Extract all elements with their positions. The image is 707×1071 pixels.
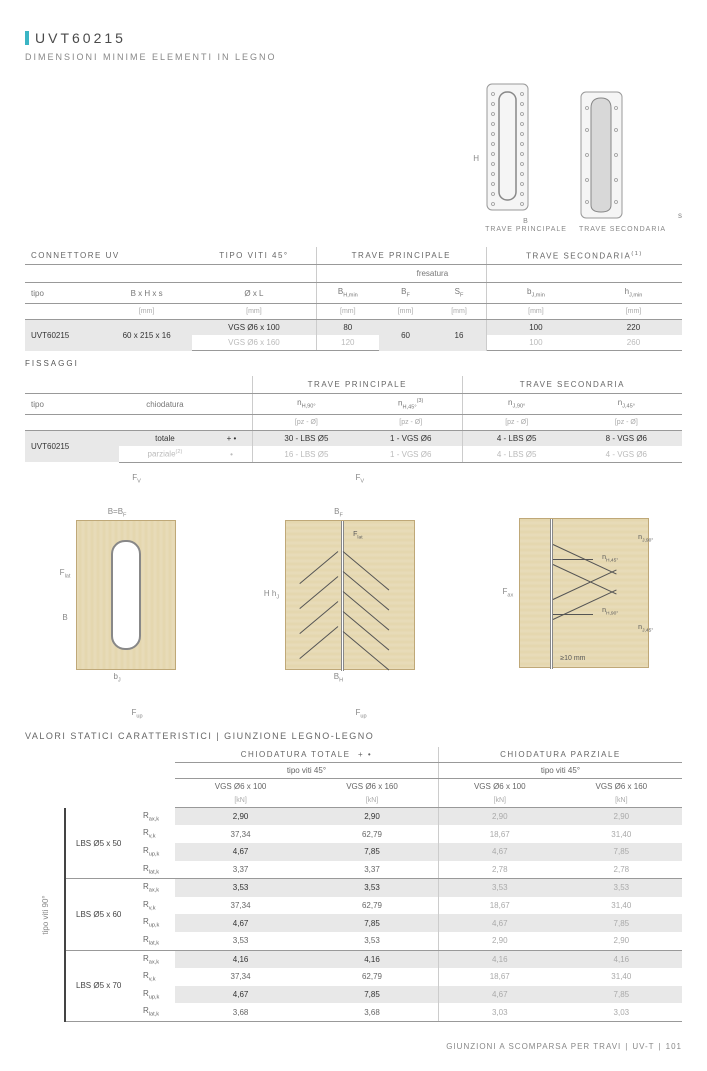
dimensions-table: CONNETTORE UV TIPO VITI 45° TRAVE PRINCI…: [25, 247, 682, 351]
page-title: UVT60215: [35, 30, 126, 46]
col-trave-princ: TRAVE PRINCIPALE: [316, 247, 486, 265]
diagram-2: BF H hJ Flat BH: [262, 507, 415, 686]
table-row: LBS Ø5 x 70Rax,k4,164,164,164,16: [25, 950, 682, 968]
connector-illustrations: H BT: [25, 82, 682, 235]
fissaggi-table: TRAVE PRINCIPALE TRAVE SECONDARIA tipo c…: [25, 376, 682, 463]
s-dim-label: s: [678, 211, 682, 220]
page-subtitle: DIMENSIONI MINIME ELEMENTI IN LEGNO: [25, 52, 682, 62]
diagram-1: B=BF Flat B bJ: [58, 507, 177, 686]
diagram-3: Fax nJ,90° nH,45° nH,90° nJ,45° ≥10 mm: [500, 507, 649, 686]
page-footer: GIUNZIONI A SCOMPARSA PER TRAVI|UV-T|101: [25, 1042, 682, 1051]
fissaggi-heading: FISSAGGI: [25, 351, 682, 372]
static-values-table: CHIODATURA TOTALE + • CHIODATURA PARZIAL…: [25, 747, 682, 1022]
col-connettore: CONNETTORE UV: [25, 247, 192, 265]
table-row: tipo viti 90°LBS Ø5 x 50Rax,k2,902,902,9…: [25, 808, 682, 826]
connector-image-1: BTRAVE PRINCIPALE: [485, 82, 567, 235]
diagrams: B=BF Flat B bJ BF H hJ Flat: [25, 507, 682, 686]
table-row: parziale(2)•16 - LBS Ø51 - VGS Ø64 - LBS…: [25, 446, 682, 462]
table-row: UVT60215totale+ •30 - LBS Ø51 - VGS Ø64 …: [25, 431, 682, 447]
connector-image-2: TRAVE SECONDARIA: [579, 90, 666, 234]
h-dim-label: H: [473, 154, 479, 163]
col-tipo-viti: TIPO VITI 45°: [192, 247, 316, 265]
col-trave-sec: TRAVE SECONDARIA(1): [486, 247, 682, 265]
table-row: LBS Ø5 x 60Rax,k3,533,533,533,53: [25, 879, 682, 897]
valori-heading: VALORI STATICI CARATTERISTICI | GIUNZION…: [25, 731, 682, 741]
table-row: UVT6021560 x 215 x 16VGS Ø6 x 1008060161…: [25, 320, 682, 336]
accent-bar: [25, 31, 29, 45]
